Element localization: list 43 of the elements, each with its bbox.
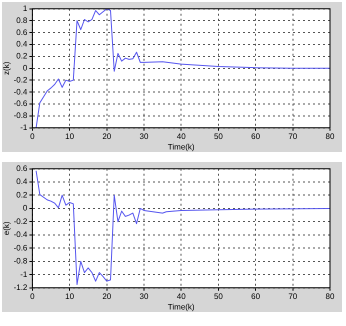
y-axis-title: e(k) bbox=[2, 221, 12, 236]
y-tick-label: -1 bbox=[20, 123, 28, 132]
y-tick-label: 0.6 bbox=[16, 164, 28, 174]
x-tick-label: 70 bbox=[288, 132, 298, 141]
x-tick-label: 0 bbox=[30, 292, 36, 301]
y-tick-label: -0.8 bbox=[14, 111, 28, 120]
y-tick-label: -1.2 bbox=[14, 283, 28, 292]
x-tick-label: 60 bbox=[251, 132, 261, 141]
y-tick-label: -0.4 bbox=[14, 230, 28, 240]
y-tick-label: -0.6 bbox=[14, 243, 28, 252]
x-tick-label: 40 bbox=[176, 132, 186, 141]
y-tick-label: -1 bbox=[20, 270, 28, 279]
x-tick-label: 60 bbox=[251, 292, 261, 301]
x-tick-label: 80 bbox=[326, 292, 335, 301]
y-tick-label: 0.6 bbox=[16, 28, 28, 37]
x-tick-label: 20 bbox=[102, 292, 112, 301]
x-tick-label: 80 bbox=[326, 132, 335, 141]
y-tick-label: -0.6 bbox=[14, 99, 28, 108]
x-tick-label: 30 bbox=[140, 132, 149, 141]
x-axis-title: Time(k) bbox=[168, 142, 195, 152]
x-tick-label: 10 bbox=[65, 292, 75, 301]
y-tick-label: -0.4 bbox=[14, 87, 28, 96]
y-tick-label: 0 bbox=[22, 204, 28, 213]
x-tick-label: 40 bbox=[176, 292, 186, 301]
y-tick-label: -0.2 bbox=[14, 75, 28, 84]
y-tick-label: 0.4 bbox=[16, 177, 28, 186]
x-tick-label: 30 bbox=[140, 292, 149, 301]
y-axis-title: z(k) bbox=[2, 61, 12, 75]
y-tick-label: 0.2 bbox=[16, 190, 28, 200]
x-tick-label: 20 bbox=[102, 132, 112, 141]
y-tick-label: -0.2 bbox=[14, 216, 28, 226]
y-tick-label: 0 bbox=[22, 64, 28, 73]
y-tick-label: 1 bbox=[22, 4, 28, 14]
y-tick-label: 0.4 bbox=[16, 40, 28, 49]
y-tick-label: 0.2 bbox=[16, 52, 28, 61]
x-tick-label: 10 bbox=[65, 132, 75, 141]
x-axis-title: Time(k) bbox=[168, 302, 195, 312]
y-tick-label: -0.8 bbox=[14, 256, 28, 266]
y-tick-label: 0.8 bbox=[16, 16, 28, 25]
x-tick-label: 0 bbox=[30, 132, 36, 141]
x-tick-label: 50 bbox=[214, 292, 224, 301]
x-tick-label: 50 bbox=[214, 132, 224, 141]
x-tick-label: 70 bbox=[288, 292, 298, 301]
